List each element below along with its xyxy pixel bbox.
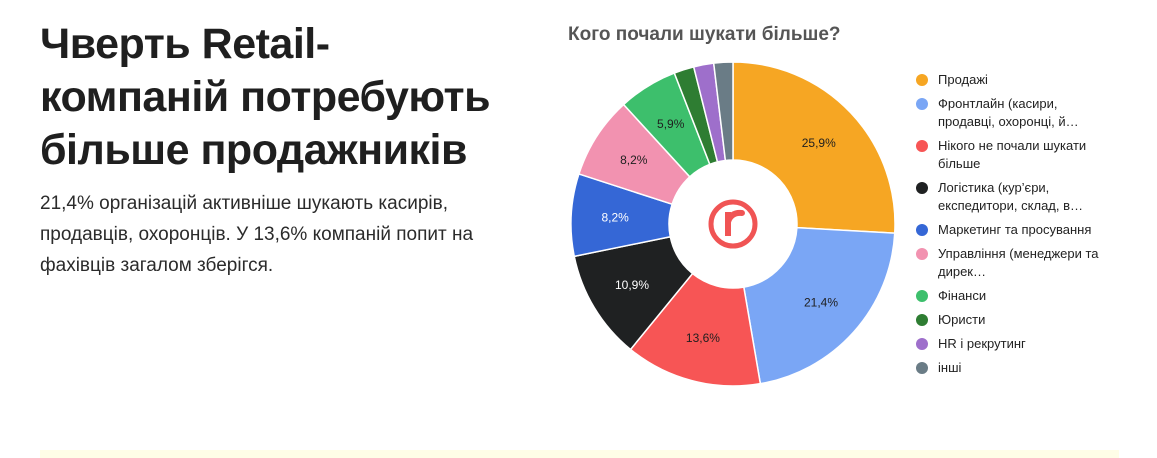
r-logo-icon [708, 199, 758, 249]
article-lead: 21,4% організацій активніше шукають каси… [40, 193, 474, 276]
slice-value-label: 21,4% [804, 296, 838, 310]
donut-slice-labels: 25,9% 21,4% 13,6% 10,9% 8,2% 8,2% 5,9% [602, 117, 839, 345]
legend-item[interactable]: Маркетинг та просування [916, 221, 1116, 239]
slice-value-label: 13,6% [686, 331, 720, 345]
legend-swatch [916, 290, 928, 302]
bottom-banner [40, 450, 1119, 458]
donut-slices [570, 62, 896, 387]
legend-label: Логістика (кур’єри, експедитори, склад, … [938, 180, 1084, 213]
slice-value-label: 5,9% [657, 117, 685, 131]
legend-label: Нікого не почали шукати більше [938, 138, 1087, 171]
legend-swatch [916, 182, 928, 194]
legend-swatch [916, 224, 928, 236]
slice-value-label: 10,9% [615, 278, 649, 292]
article-headline: Чверть Retail-компаній потребують більше… [40, 20, 491, 174]
chart-title: Кого почали шукати більше? [568, 24, 841, 45]
legend-item[interactable]: Юристи [916, 311, 1116, 329]
legend-swatch [916, 140, 928, 152]
legend-label: Маркетинг та просування [938, 222, 1092, 237]
legend-swatch [916, 338, 928, 350]
donut-slice[interactable] [712, 62, 734, 162]
legend-item[interactable]: Фронтлайн (касири, продавці, охоронці, й… [916, 95, 1116, 131]
legend-item[interactable]: Продажі [916, 71, 1116, 89]
chart-legend: Продажі Фронтлайн (касири, продавці, охор… [916, 71, 1116, 383]
legend-swatch [916, 74, 928, 86]
legend-item[interactable]: HR і рекрутинг [916, 335, 1116, 353]
legend-item[interactable]: Фінанси [916, 287, 1116, 305]
donut-slice[interactable] [742, 226, 896, 385]
legend-label: Продажі [938, 72, 988, 87]
legend-label: інші [938, 360, 962, 375]
slice-value-label: 8,2% [620, 153, 648, 167]
donut-slice[interactable] [732, 62, 896, 234]
legend-item[interactable]: Логістика (кур’єри, експедитори, склад, … [916, 179, 1116, 215]
legend-label: Фінанси [938, 288, 987, 303]
legend-swatch [916, 248, 928, 260]
donut-chart: 25,9% 21,4% 13,6% 10,9% 8,2% 8,2% 5,9% [570, 62, 896, 387]
legend-label: Управління (менеджери та дирек… [938, 246, 1099, 279]
legend-swatch [916, 314, 928, 326]
legend-swatch [916, 98, 928, 110]
legend-item[interactable]: Управління (менеджери та дирек… [916, 245, 1116, 281]
legend-label: HR і рекрутинг [938, 336, 1026, 351]
slice-value-label: 25,9% [802, 136, 836, 150]
legend-item[interactable]: інші [916, 359, 1116, 377]
donut-slice[interactable] [629, 272, 762, 387]
slice-value-label: 8,2% [602, 210, 630, 224]
legend-label: Юристи [938, 312, 986, 327]
legend-item[interactable]: Нікого не почали шукати більше [916, 137, 1116, 173]
legend-swatch [916, 362, 928, 374]
legend-label: Фронтлайн (касири, продавці, охоронці, й… [938, 96, 1079, 129]
